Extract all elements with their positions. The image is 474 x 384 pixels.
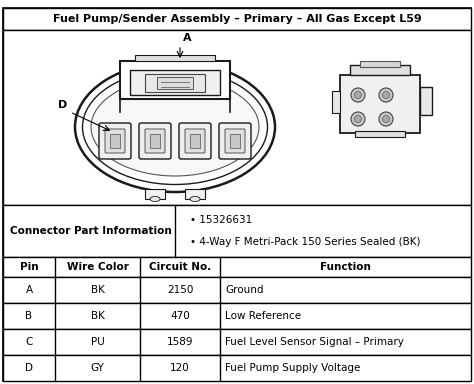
Text: C: C xyxy=(25,337,33,347)
Bar xyxy=(3,8,471,30)
Text: Fuel Level Sensor Signal – Primary: Fuel Level Sensor Signal – Primary xyxy=(225,337,404,347)
FancyBboxPatch shape xyxy=(179,123,211,159)
Bar xyxy=(157,77,193,89)
Bar xyxy=(3,355,471,381)
Text: B: B xyxy=(26,311,33,321)
Text: 470: 470 xyxy=(170,311,190,321)
Bar xyxy=(3,329,471,355)
Text: 120: 120 xyxy=(170,363,190,373)
Ellipse shape xyxy=(379,112,393,126)
Text: BK: BK xyxy=(91,311,104,321)
Text: BK: BK xyxy=(91,285,104,295)
FancyBboxPatch shape xyxy=(105,129,125,153)
Ellipse shape xyxy=(75,62,275,192)
Ellipse shape xyxy=(82,70,267,184)
Bar xyxy=(3,257,471,277)
Bar xyxy=(130,70,220,95)
Text: Circuit No.: Circuit No. xyxy=(149,262,211,272)
Text: Function: Function xyxy=(320,262,371,272)
Ellipse shape xyxy=(355,91,362,99)
Bar xyxy=(420,87,432,115)
Bar xyxy=(355,131,405,137)
Text: A: A xyxy=(183,33,191,43)
Bar xyxy=(350,65,410,75)
Bar xyxy=(360,61,400,67)
Ellipse shape xyxy=(351,112,365,126)
Text: Connector Part Information: Connector Part Information xyxy=(9,226,172,236)
FancyBboxPatch shape xyxy=(139,123,171,159)
Ellipse shape xyxy=(355,116,362,122)
Text: 2150: 2150 xyxy=(167,285,193,295)
Text: Wire Color: Wire Color xyxy=(66,262,128,272)
Bar xyxy=(150,134,160,148)
Ellipse shape xyxy=(190,197,200,202)
FancyBboxPatch shape xyxy=(145,129,165,153)
Bar xyxy=(120,61,230,99)
Text: Fuel Pump/Sender Assembly – Primary – All Gas Except L59: Fuel Pump/Sender Assembly – Primary – Al… xyxy=(53,14,421,24)
Bar xyxy=(110,134,120,148)
Bar xyxy=(3,303,471,329)
Ellipse shape xyxy=(383,116,390,122)
Bar xyxy=(185,189,205,199)
Text: D: D xyxy=(58,100,67,110)
Bar xyxy=(230,134,240,148)
Ellipse shape xyxy=(150,197,160,202)
Text: • 4-Way F Metri-Pack 150 Series Sealed (BK): • 4-Way F Metri-Pack 150 Series Sealed (… xyxy=(190,237,420,247)
FancyBboxPatch shape xyxy=(219,123,251,159)
FancyBboxPatch shape xyxy=(340,75,420,133)
Text: Fuel Pump Supply Voltage: Fuel Pump Supply Voltage xyxy=(225,363,360,373)
Ellipse shape xyxy=(379,88,393,102)
Bar xyxy=(145,74,205,92)
Bar xyxy=(145,189,165,199)
Ellipse shape xyxy=(91,78,259,176)
Text: GY: GY xyxy=(91,363,104,373)
Bar xyxy=(3,30,471,205)
Ellipse shape xyxy=(383,91,390,99)
Text: Ground: Ground xyxy=(225,285,264,295)
Text: • 15326631: • 15326631 xyxy=(190,215,252,225)
Text: A: A xyxy=(26,285,33,295)
Bar xyxy=(3,277,471,303)
Text: Pin: Pin xyxy=(20,262,38,272)
FancyBboxPatch shape xyxy=(185,129,205,153)
Ellipse shape xyxy=(351,88,365,102)
Text: Low Reference: Low Reference xyxy=(225,311,301,321)
Bar xyxy=(135,55,215,61)
Bar xyxy=(190,134,200,148)
FancyBboxPatch shape xyxy=(225,129,245,153)
FancyBboxPatch shape xyxy=(99,123,131,159)
Bar xyxy=(3,205,471,257)
Text: D: D xyxy=(25,363,33,373)
Bar xyxy=(332,91,340,113)
Text: 1589: 1589 xyxy=(167,337,193,347)
Text: PU: PU xyxy=(91,337,104,347)
